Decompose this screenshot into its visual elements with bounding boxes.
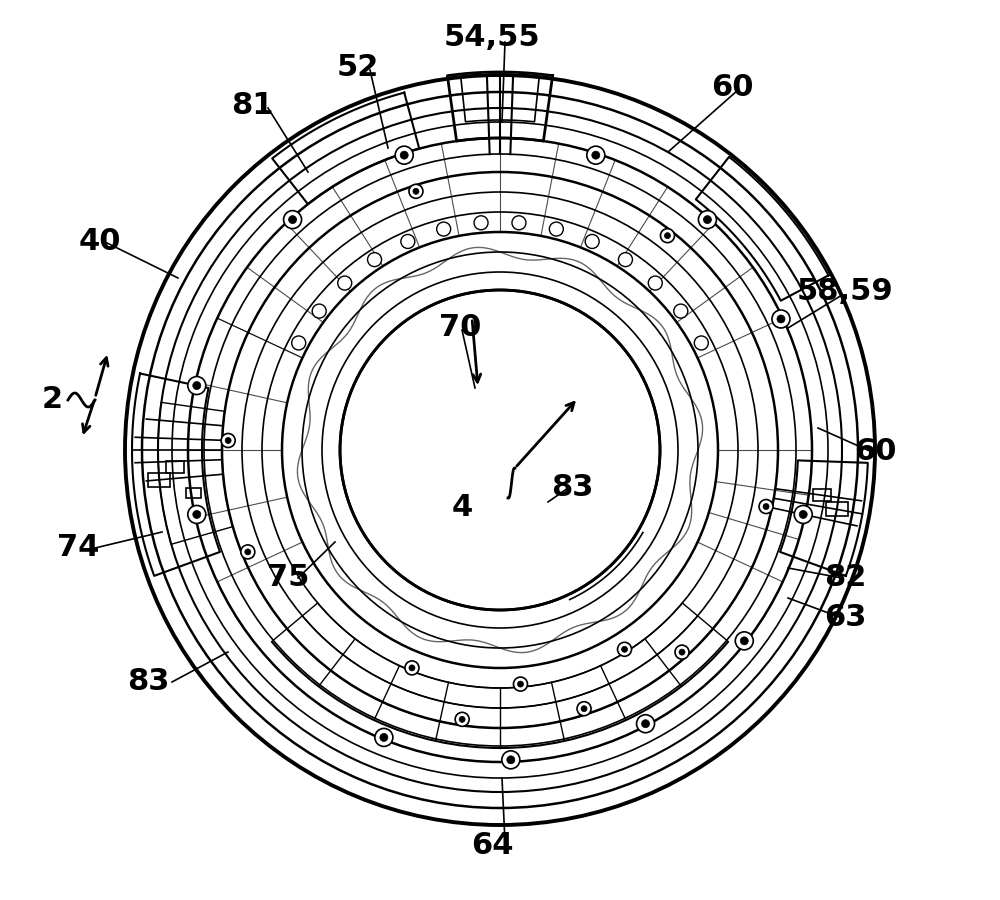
Text: 82: 82	[824, 563, 866, 592]
Circle shape	[221, 434, 235, 447]
Circle shape	[312, 304, 326, 318]
Circle shape	[409, 665, 415, 670]
Circle shape	[188, 376, 206, 394]
Bar	[148, 472, 170, 487]
Circle shape	[637, 715, 655, 733]
Circle shape	[698, 211, 716, 229]
Circle shape	[368, 253, 382, 266]
Circle shape	[694, 336, 708, 350]
Text: 60: 60	[711, 74, 753, 103]
Circle shape	[188, 506, 206, 524]
Circle shape	[777, 315, 785, 323]
Text: 63: 63	[824, 604, 866, 633]
Circle shape	[405, 661, 419, 675]
Circle shape	[759, 500, 773, 514]
Text: 75: 75	[267, 563, 309, 592]
Circle shape	[193, 510, 201, 518]
Circle shape	[587, 146, 605, 164]
Circle shape	[703, 216, 711, 223]
Text: 83: 83	[551, 473, 593, 502]
Circle shape	[375, 728, 393, 746]
Circle shape	[679, 649, 685, 655]
Text: 2: 2	[41, 385, 63, 415]
Text: 40: 40	[79, 228, 121, 256]
Circle shape	[241, 544, 255, 559]
Circle shape	[413, 188, 419, 194]
Circle shape	[284, 211, 302, 229]
Text: 64: 64	[471, 831, 513, 860]
Circle shape	[513, 677, 527, 691]
Circle shape	[622, 646, 628, 652]
Circle shape	[794, 506, 812, 524]
Circle shape	[338, 276, 352, 290]
Bar	[813, 490, 831, 501]
Circle shape	[401, 235, 415, 248]
Text: 4: 4	[451, 493, 473, 523]
Text: 74: 74	[57, 534, 99, 562]
Circle shape	[395, 146, 413, 164]
Circle shape	[799, 510, 807, 518]
Text: 54,55: 54,55	[444, 23, 540, 52]
Circle shape	[517, 681, 523, 687]
Circle shape	[763, 504, 769, 509]
Circle shape	[474, 216, 488, 230]
Circle shape	[772, 310, 790, 328]
Circle shape	[437, 222, 451, 236]
Circle shape	[660, 229, 674, 243]
Circle shape	[193, 382, 201, 390]
Circle shape	[512, 216, 526, 230]
Circle shape	[642, 720, 650, 728]
Circle shape	[585, 235, 599, 248]
Circle shape	[735, 632, 753, 650]
Circle shape	[225, 437, 231, 444]
Circle shape	[648, 276, 662, 290]
Circle shape	[455, 713, 469, 726]
Circle shape	[618, 253, 632, 266]
Text: 81: 81	[231, 91, 273, 120]
Circle shape	[577, 702, 591, 716]
Circle shape	[400, 151, 408, 159]
Text: 70: 70	[439, 313, 481, 343]
Bar	[186, 488, 201, 498]
Circle shape	[507, 756, 515, 764]
Text: 60: 60	[854, 437, 896, 466]
Circle shape	[245, 549, 251, 555]
Circle shape	[549, 222, 563, 236]
Circle shape	[740, 637, 748, 645]
Bar	[166, 461, 184, 473]
Circle shape	[292, 336, 306, 350]
Circle shape	[289, 216, 297, 223]
Circle shape	[618, 643, 632, 656]
Circle shape	[592, 151, 600, 159]
Circle shape	[675, 645, 689, 659]
Text: 83: 83	[127, 668, 169, 697]
Circle shape	[409, 184, 423, 198]
Circle shape	[380, 734, 388, 742]
Text: 58,59: 58,59	[797, 277, 893, 307]
Circle shape	[674, 304, 688, 318]
Text: 52: 52	[337, 53, 379, 83]
Circle shape	[502, 751, 520, 769]
Circle shape	[459, 716, 465, 723]
Circle shape	[581, 706, 587, 712]
Circle shape	[664, 233, 670, 238]
Bar	[826, 502, 848, 517]
